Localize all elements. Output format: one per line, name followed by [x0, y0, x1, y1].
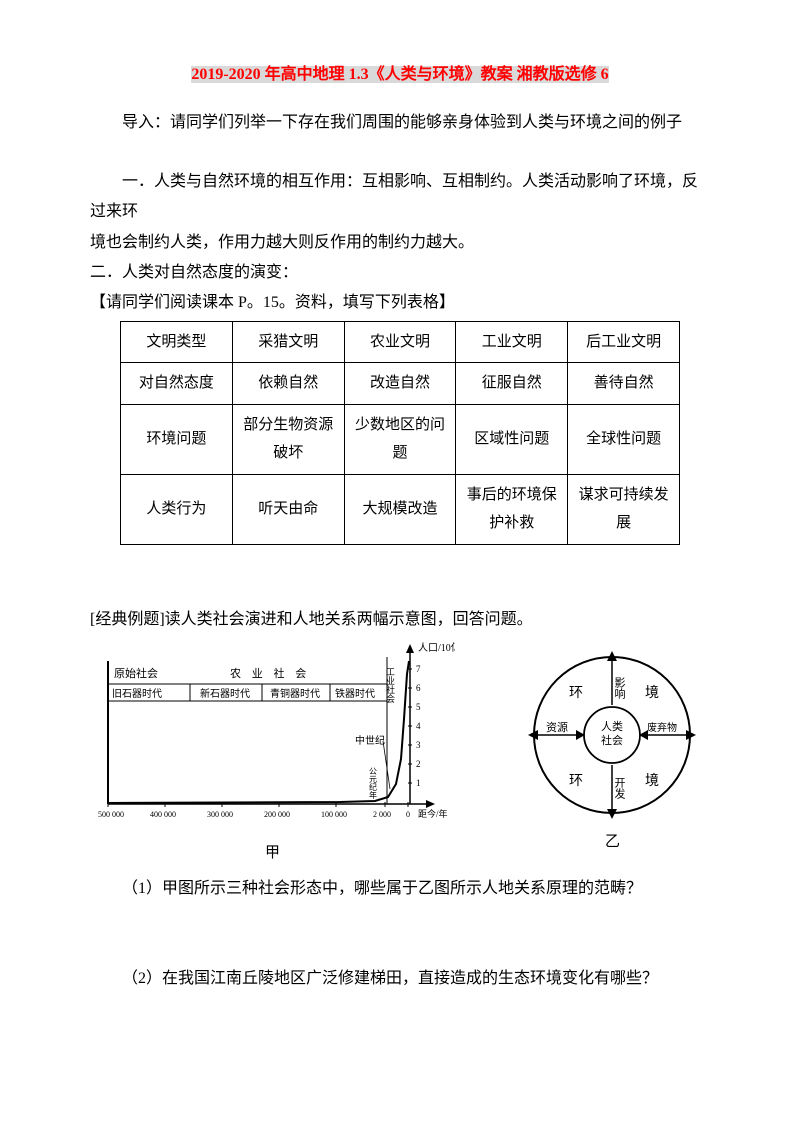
table-cell: 工业文明 — [456, 321, 568, 363]
svg-text:新石器时代: 新石器时代 — [200, 687, 250, 700]
svg-text:5: 5 — [416, 702, 421, 712]
table-cell: 部分生物资源破坏 — [232, 404, 344, 474]
svg-text:铁器时代: 铁器时代 — [335, 687, 375, 700]
svg-text:2 000: 2 000 — [373, 810, 391, 819]
table-cell: 环境问题 — [121, 404, 233, 474]
table-cell: 善待自然 — [568, 363, 680, 405]
civilization-table: 文明类型 采猎文明 农业文明 工业文明 后工业文明 对自然态度 依赖自然 改造自… — [120, 321, 680, 545]
table-cell: 听天由命 — [232, 474, 344, 544]
section1-line2: 境也会制约人类，作用力越大则反作用的制约力越大。 — [90, 228, 710, 258]
svg-text:中世纪: 中世纪 — [355, 734, 385, 747]
svg-text:青铜器时代: 青铜器时代 — [270, 687, 320, 700]
svg-text:原始社会: 原始社会 — [114, 666, 158, 680]
table-row: 人类行为 听天由命 大规模改造 事后的环境保护补救 谋求可持续发展 — [121, 474, 680, 544]
svg-text:旧石器时代: 旧石器时代 — [112, 688, 162, 700]
population-chart: 人口/10亿 7 6 5 4 3 2 1 500 000 400 000 300… — [90, 639, 455, 868]
table-row: 对自然态度 依赖自然 改造自然 征服自然 善待自然 — [121, 363, 680, 405]
table-cell: 依赖自然 — [232, 363, 344, 405]
svg-text:环: 环 — [569, 774, 583, 789]
svg-text:资源: 资源 — [546, 720, 568, 734]
example-label: [经典例题]读人类社会演进和人地关系两幅示意图，回答问题。 — [90, 605, 710, 635]
table-cell: 大规模改造 — [344, 474, 456, 544]
relation-diagram: 人类 社会 环 境 环 境 影响 开发 资源 — [515, 639, 710, 857]
svg-text:开发: 开发 — [613, 777, 626, 800]
svg-text:人类: 人类 — [601, 719, 623, 733]
section2-heading: 二．人类对自然态度的演变： — [90, 258, 710, 288]
table-cell: 改造自然 — [344, 363, 456, 405]
svg-text:500 000: 500 000 — [98, 810, 124, 819]
table-cell: 少数地区的问题 — [344, 404, 456, 474]
caption-left: 甲 — [90, 839, 455, 868]
intro-text: 导入：请同学们列举一下存在我们周围的能够亲身体验到人类与环境之间的例子 — [90, 108, 710, 138]
doc-title: 2019-2020 年高中地理 1.3《人类与环境》教案 湘教版选修 6 — [191, 66, 608, 83]
table-cell: 谋求可持续发展 — [568, 474, 680, 544]
svg-text:6: 6 — [416, 683, 421, 693]
svg-text:农 业 社 会: 农 业 社 会 — [230, 666, 310, 680]
svg-text:1: 1 — [416, 778, 421, 788]
svg-text:废弃物: 废弃物 — [647, 721, 677, 734]
svg-text:境: 境 — [645, 773, 659, 789]
svg-text:境: 境 — [645, 685, 659, 701]
svg-text:400 000: 400 000 — [150, 810, 176, 819]
svg-text:2: 2 — [416, 759, 421, 769]
svg-text:影响: 影响 — [613, 677, 626, 700]
table-cell: 区域性问题 — [456, 404, 568, 474]
svg-text:距今/年: 距今/年 — [418, 808, 448, 819]
table-row: 环境问题 部分生物资源破坏 少数地区的问题 区域性问题 全球性问题 — [121, 404, 680, 474]
table-cell: 对自然态度 — [121, 363, 233, 405]
svg-text:300 000: 300 000 — [207, 810, 233, 819]
svg-text:3: 3 — [416, 740, 421, 750]
table-cell: 文明类型 — [121, 321, 233, 363]
table-header-row: 文明类型 采猎文明 农业文明 工业文明 后工业文明 — [121, 321, 680, 363]
svg-text:人口/10亿: 人口/10亿 — [418, 641, 455, 654]
table-cell: 人类行为 — [121, 474, 233, 544]
svg-text:200 000: 200 000 — [264, 810, 290, 819]
question-2: （2）在我国江南丘陵地区广泛修建梯田，直接造成的生态环境变化有哪些？ — [90, 964, 710, 994]
svg-text:4: 4 — [416, 721, 421, 731]
svg-text:环: 环 — [569, 686, 583, 701]
table-cell: 征服自然 — [456, 363, 568, 405]
table-cell: 农业文明 — [344, 321, 456, 363]
question-1: （1）甲图所示三种社会形态中，哪些属于乙图所示人地关系原理的范畴？ — [90, 874, 710, 904]
caption-right: 乙 — [515, 828, 710, 857]
section1-line1: 一．人类与自然环境的相互作用：互相影响、互相制约。人类活动影响了环境，反过来环 — [90, 167, 710, 228]
svg-text:公元纪年: 公元纪年 — [369, 767, 378, 800]
svg-text:7: 7 — [416, 664, 421, 674]
table-cell: 事后的环境保护补救 — [456, 474, 568, 544]
table-instruction: 【请同学们阅读课本 P。15。资料，填写下列表格】 — [90, 288, 710, 318]
table-cell: 采猎文明 — [232, 321, 344, 363]
table-cell: 全球性问题 — [568, 404, 680, 474]
table-cell: 后工业文明 — [568, 321, 680, 363]
svg-text:0: 0 — [406, 810, 410, 819]
svg-text:100 000: 100 000 — [321, 810, 347, 819]
svg-text:社会: 社会 — [601, 733, 623, 747]
